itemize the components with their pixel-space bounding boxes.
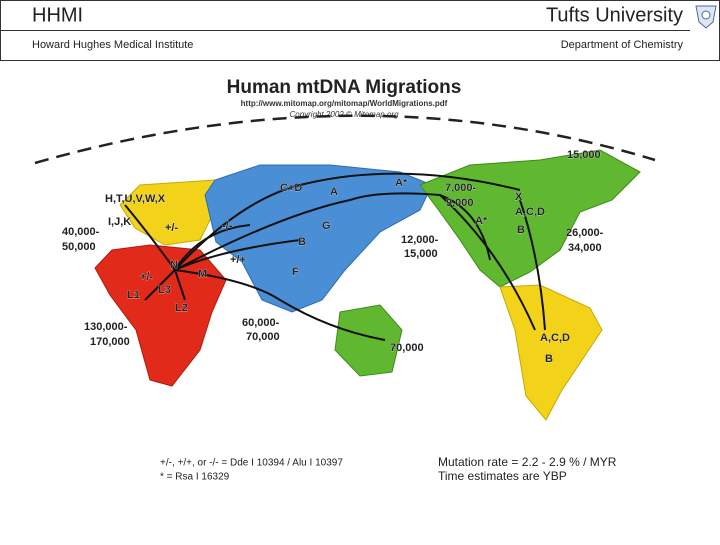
map-label: 130,000- xyxy=(84,321,128,333)
map-label: B xyxy=(545,353,553,365)
map-label: A* xyxy=(395,177,408,189)
map-label: A,C,D xyxy=(515,206,545,218)
map-url: http://www.mitomap.org/mitomap/WorldMigr… xyxy=(241,99,448,108)
logo xyxy=(695,5,717,29)
map-label: C+D xyxy=(280,182,302,194)
map-label: 15,000 xyxy=(567,149,601,161)
map-label: H,T,U,V,W,X xyxy=(105,193,166,205)
map-label: B xyxy=(517,224,525,236)
footnote: Time estimates are YBP xyxy=(438,469,567,483)
map-label: B xyxy=(298,236,306,248)
map-label: X xyxy=(515,191,523,203)
map-label: M xyxy=(198,268,207,280)
map-title: Human mtDNA Migrations xyxy=(227,77,462,98)
map-label: A,C,D xyxy=(540,332,570,344)
map-label: -/- xyxy=(222,220,233,232)
map-label: G xyxy=(322,220,331,232)
map-label: I,J,K xyxy=(108,216,131,228)
map-label: 60,000- xyxy=(242,317,280,329)
map-label: 34,000 xyxy=(568,242,602,254)
map-label: 7,000- xyxy=(445,182,477,194)
south-america xyxy=(499,284,603,421)
map-label: A xyxy=(330,186,338,198)
map-label: L2 xyxy=(175,302,188,314)
africa xyxy=(94,244,227,387)
europe xyxy=(119,179,216,246)
map-label: 70,000 xyxy=(390,342,424,354)
ice-edge xyxy=(34,114,656,165)
header-title: Tufts University xyxy=(546,4,683,26)
map-label: L1 xyxy=(127,289,140,301)
map-label: 70,000 xyxy=(246,331,280,343)
map-label: 40,000- xyxy=(62,226,100,238)
footnote: +/-, +/+, or -/- = Dde I 10394 / Alu I 1… xyxy=(160,458,343,469)
map-label: +/- xyxy=(165,222,178,234)
map-label: 15,000 xyxy=(404,248,438,260)
map-label: 12,000- xyxy=(401,234,439,246)
footnote: * = Rsa I 16329 xyxy=(160,472,230,483)
map-label: 50,000 xyxy=(62,241,96,253)
map-label: N xyxy=(170,259,178,271)
map-label: +/+ xyxy=(230,254,246,266)
header-title: HHMI xyxy=(32,4,83,26)
header-subtitle: Howard Hughes Medical Institute xyxy=(32,39,193,51)
map-label: 26,000- xyxy=(566,227,604,239)
map-label: F xyxy=(292,266,299,278)
map-label: +/- xyxy=(140,271,153,283)
footnote: Mutation rate = 2.2 - 2.9 % / MYR xyxy=(438,455,617,469)
map-label: A* xyxy=(475,215,488,227)
header-subtitle: Department of Chemistry xyxy=(561,39,684,51)
asia xyxy=(204,164,433,313)
north-america xyxy=(419,149,641,288)
australia xyxy=(334,304,403,377)
map-label: 9,000 xyxy=(446,197,474,209)
map-label: L3 xyxy=(158,284,171,296)
migration-arrows xyxy=(124,172,546,341)
map-label: 170,000 xyxy=(90,336,130,348)
